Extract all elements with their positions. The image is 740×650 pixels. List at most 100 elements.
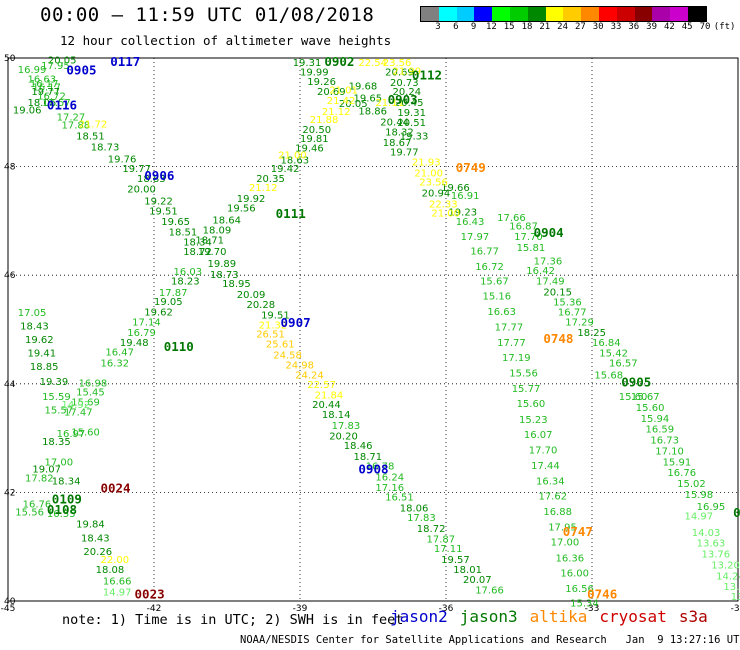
wave-height-value: 21.42 [327,96,356,107]
pass-time-label: 0746 [587,586,617,601]
time-labels: 0905 0117 0116 0906 0907 0908 0902 0112 0903 0111… [47,54,740,601]
wave-height-value: 19.31 [293,58,322,69]
wave-height-value: 19.99 [300,67,329,78]
color-scale-label: 42 [663,22,675,32]
wave-height-value: 17.27 [57,112,86,123]
wave-height-value: 17.36 [534,256,563,267]
color-swatch [421,7,439,21]
wave-height-value: 20.00 [127,185,156,196]
color-scale-label: 33 [610,22,622,32]
page-subtitle: 12 hour collection of altimeter wave hei… [60,33,392,48]
x-tick-label: -42 [147,604,162,614]
color-scale-label: 24 [557,22,569,32]
wave-height-value: 17.14 [132,318,161,329]
wave-height-value: 20.26 [83,547,112,558]
wave-height-value: 22.33 [429,199,458,210]
wave-height-value: 19.62 [144,307,173,318]
wave-height-value: 18.64 [212,216,241,227]
pass-time-label: 0903 [388,92,418,107]
wave-height-value: 18.34 [183,237,212,248]
wave-height-value: 17.87 [427,534,456,545]
y-tick-label: 46 [4,271,16,281]
wave-height-value: 20.35 [256,174,285,185]
wave-height-value: 21.01 [329,85,358,96]
color-swatch [616,7,635,21]
wave-height-value: 19.51 [261,311,290,322]
wave-height-value: 15.91 [663,457,692,468]
color-scale-label: 39 [646,22,658,32]
wave-height-value: 17.29 [565,318,594,329]
color-swatch [670,7,688,21]
color-scale-label: 70 [699,22,711,32]
color-swatch [652,7,671,21]
wave-height-value: 16.63 [27,74,56,85]
wave-height-value: 13.63 [697,539,726,550]
wave-height-value: 15.94 [641,414,670,425]
wave-height-value: 23.56 [419,178,448,189]
wave-height-value: 18.35 [42,437,71,448]
wave-height-value: 18.25 [577,328,606,339]
wave-height-value: 17.66 [497,213,526,224]
plot-frame [7,57,739,602]
x-tick-label: -39 [293,604,308,614]
wave-height-value: 15.68 [594,370,623,381]
wave-height-value: 16.95 [697,502,726,513]
wave-height-value: 18.73 [91,142,120,153]
color-swatch [687,7,706,21]
color-scale-label: 15 [503,22,515,32]
wave-height-value: 19.84 [76,520,105,531]
wave-height-value: 18.86 [358,106,387,117]
wave-height-value: 18.43 [81,533,110,544]
wave-height-value: 21.12 [322,107,351,118]
footer-note: note: 1) Time is in UTC; 2) SWH is in fe… [62,612,404,628]
color-swatch [492,7,510,21]
pass-time-label: 0904 [534,225,564,240]
wave-height-value: 15.67 [631,392,660,403]
wave-height-value: 18.63 [281,155,310,166]
wave-height-value: 18.83 [137,174,166,185]
legend-jason2: jason2 [390,607,448,626]
pass-time-label: 0905 [621,375,651,390]
wave-height-value: 15.81 [517,243,546,254]
wave-height-value: 19.51 [149,206,178,217]
wave-height-value: 14.24 [716,571,740,582]
wave-height-value: 21.99 [392,66,421,77]
wave-height-value: 14.97 [684,512,713,523]
wave-height-value: 19.65 [354,93,383,104]
wave-height-value: 15.57 [45,406,74,417]
wave-height-value: 19.41 [27,349,56,360]
color-scale-label: 12 [485,22,497,32]
x-tick-label: -45 [1,604,16,614]
wave-height-value: 16.56 [565,584,594,595]
wave-height-value: 18.46 [344,441,373,452]
data-points: 20.0517.9516.9916.6316.1716.1719.7716.72… [13,55,740,609]
color-scale-label: 30 [592,22,604,32]
legend-altika: altika [529,607,588,626]
wave-height-value: 19.46 [295,143,324,154]
wave-height-value: 14.97 [103,588,132,599]
wave-height-value: 17.82 [25,474,54,485]
wave-height-value: 15.02 [677,479,706,490]
wave-height-value: 17.97 [461,232,490,243]
wave-height-value: 16.63 [487,307,516,318]
wave-height-value: 17.83 [332,421,361,432]
wave-height-value: 19.26 [307,77,336,88]
wave-height-value: 19.68 [349,81,378,92]
satellite-legend: jason2 jason3 altika cryosat s3a [390,607,720,626]
color-scale-label: 18 [521,22,533,32]
wave-height-value: 24.58 [273,350,302,361]
pass-time-label: 090 [733,505,740,520]
wave-height-value: 20.24 [392,87,421,98]
wave-height-value: 15.60 [517,399,546,410]
pass-time-label: 0111 [276,206,306,221]
wave-height-value: 19.23 [448,207,477,218]
pass-time-label: 0116 [47,98,77,113]
wave-height-value: 19.22 [144,197,173,208]
y-tick-label: 44 [4,380,16,390]
wave-height-value: 18.73 [210,270,239,281]
wave-height-value: 20.28 [246,300,275,311]
color-swatch [456,7,475,21]
wave-height-value: 17.10 [655,446,684,457]
y-tick-label: 48 [4,163,16,173]
wave-height-value: 15.60 [619,392,648,403]
